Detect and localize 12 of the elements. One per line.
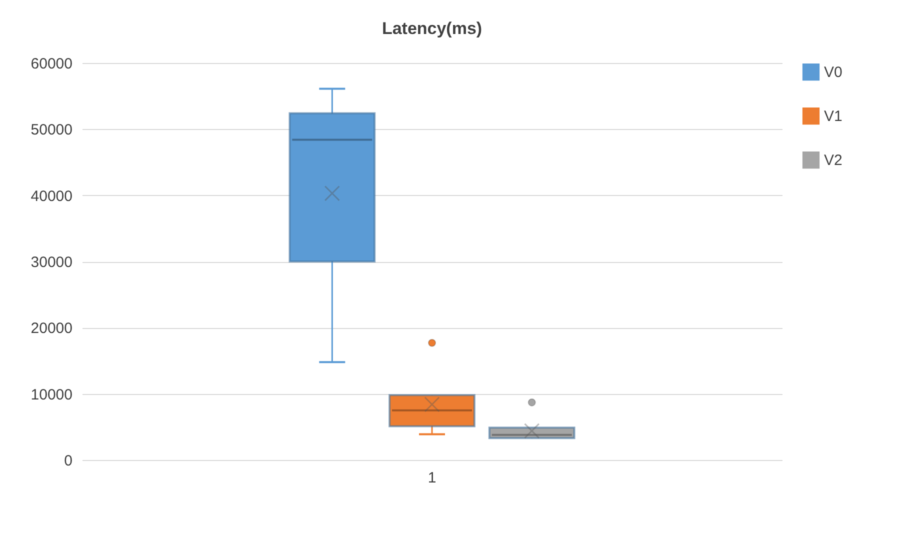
y-tick-label: 0 <box>64 452 72 470</box>
legend-label: V2 <box>824 152 842 169</box>
y-tick-label: 40000 <box>30 188 72 205</box>
y-tick-label: 10000 <box>30 386 72 404</box>
y-tick-label: 20000 <box>30 320 72 338</box>
y-tick-label: 50000 <box>30 122 72 139</box>
legend-label: V0 <box>824 64 842 81</box>
legend-label: V1 <box>824 108 842 125</box>
y-tick-label: 60000 <box>30 56 72 72</box>
chart-title: Latency(ms) <box>382 19 482 38</box>
y-tick-label: 30000 <box>30 254 72 271</box>
x-tick-label: 1 <box>428 470 436 486</box>
